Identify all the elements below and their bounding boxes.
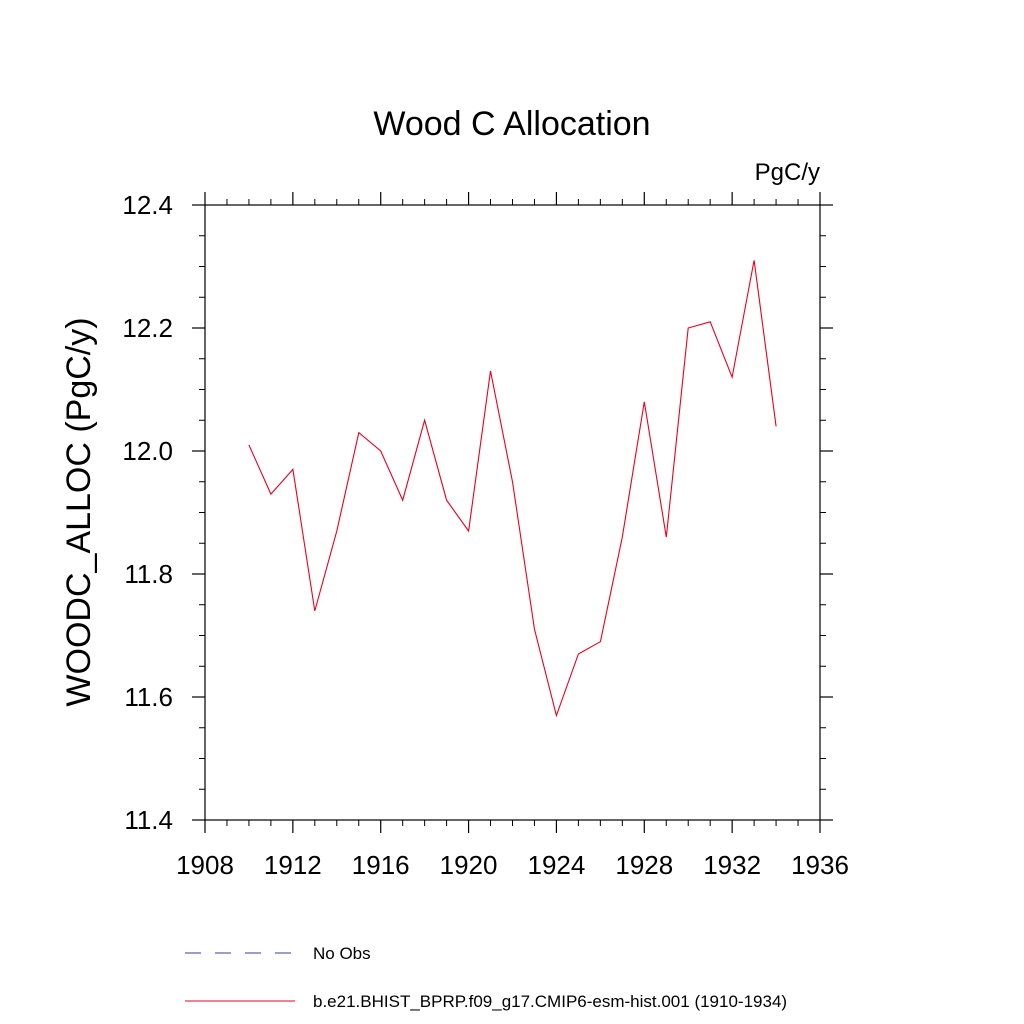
plot-frame [204,204,821,821]
legend-label-no-obs: No Obs [313,944,371,963]
y-tick-label: 11.6 [124,682,173,712]
series-line-0 [248,260,777,718]
x-tick-label: 1928 [615,850,673,880]
axis-ticks [192,192,833,833]
chart-title: Wood C Allocation [373,105,650,143]
y-tick-label: 12.0 [122,436,173,466]
y-tick-label: 11.8 [124,559,173,589]
y-tick-label: 11.4 [124,805,173,835]
legend: No Obs b.e21.BHIST_BPRP.f09_g17.CMIP6-es… [185,944,787,1011]
x-tick-label: 1936 [791,850,849,880]
x-tick-label: 1916 [352,850,410,880]
x-tick-label: 1932 [703,850,761,880]
y-tick-labels: 11.4 11.6 11.8 12.0 12.2 12.4 [122,190,173,835]
y-tick-label: 12.2 [122,313,173,343]
x-tick-label: 1908 [176,850,234,880]
y-tick-label: 12.4 [122,190,173,220]
legend-label-model: b.e21.BHIST_BPRP.f09_g17.CMIP6-esm-hist.… [313,992,787,1011]
x-tick-label: 1920 [440,850,498,880]
x-tick-labels: 1908 1912 1916 1920 1924 1928 1932 1936 [176,850,849,880]
x-tick-label: 1912 [264,850,322,880]
x-tick-label: 1924 [528,850,586,880]
series-layer [248,260,777,718]
units-label: PgC/y [755,159,820,186]
y-axis-label: WOODC_ALLOC (PgC/y) [60,317,98,706]
